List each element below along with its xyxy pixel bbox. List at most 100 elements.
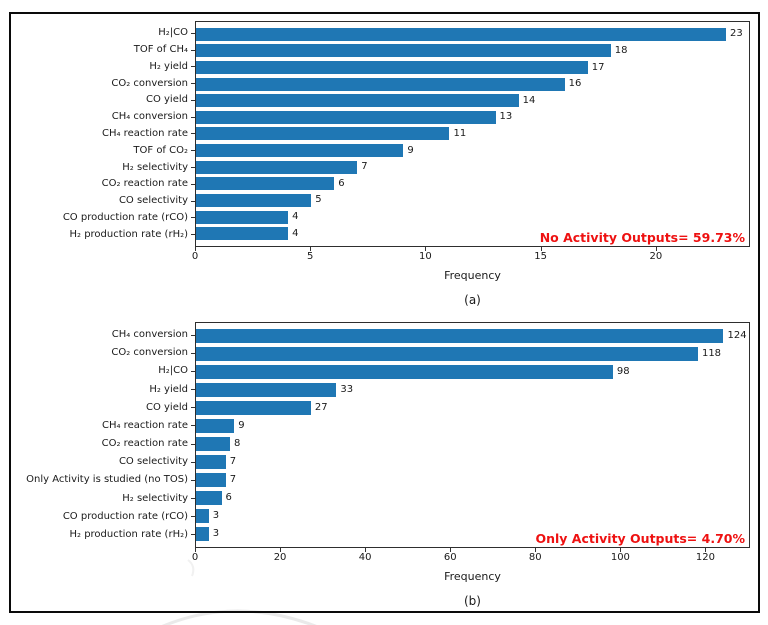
y-tick-mark	[191, 443, 195, 445]
bar-row: 23	[196, 26, 749, 43]
bar-row: 9	[196, 142, 749, 159]
category-label-row: TOF of CH₄	[0, 42, 195, 59]
category-label: CO yield	[145, 94, 188, 106]
x-tick-mark	[535, 548, 537, 552]
bar-value-label: 6	[225, 492, 232, 503]
x-tick-label: 40	[358, 552, 372, 563]
category-label-row: CO₂ conversion	[0, 75, 195, 92]
bar-row: 3	[196, 507, 749, 525]
category-label-row: H₂ selectivity	[0, 159, 195, 176]
y-tick-mark	[191, 389, 195, 391]
category-label-row: CO₂ reaction rate	[0, 435, 195, 453]
bar-value-label: 23	[729, 28, 743, 40]
bar-row: 7	[196, 453, 749, 471]
y-tick-mark	[191, 167, 195, 168]
bar	[196, 329, 724, 343]
x-tick-mark	[365, 548, 367, 552]
bar-value-label: 3	[212, 528, 220, 539]
category-label-row: CH₄ conversion	[0, 109, 195, 126]
category-label-row: H₂ selectivity	[0, 490, 195, 508]
x-tick-label: 80	[528, 552, 542, 563]
category-label: H₂ production rate (rH₂)	[69, 228, 188, 240]
category-label: TOF of CO₂	[133, 144, 188, 156]
bar-value-label: 7	[229, 456, 237, 467]
x-axis-label: Frequency	[444, 570, 501, 583]
x-tick-label: 100	[610, 552, 630, 563]
category-label: CH₄ conversion	[111, 329, 188, 341]
category-label-row: TOF of CO₂	[0, 142, 195, 159]
bar-row: 18	[196, 43, 749, 60]
bar-row: 14	[196, 92, 749, 109]
bar	[196, 401, 311, 415]
category-label-row: CO production rate (rCO)	[0, 209, 195, 226]
category-label: CH₄ conversion	[111, 111, 188, 123]
bar-value-label: 6	[338, 177, 345, 189]
x-tick-mark	[655, 247, 657, 251]
plot-area: 124 118 98 33 27 9 8 7 7 6 3 3 Only Activity Output…	[195, 322, 750, 548]
x-tick-mark	[310, 247, 312, 251]
category-label-row: CH₄ reaction rate	[0, 126, 195, 143]
bar-value-label: 7	[229, 474, 237, 485]
x-tick-mark	[705, 548, 707, 552]
category-label: H₂ yield	[149, 60, 188, 72]
bar-row: 4	[196, 209, 749, 226]
bar-row: 11	[196, 126, 749, 143]
bar	[196, 27, 726, 41]
bar-rows: 124 118 98 33 27 9 8 7 7 6 3 3	[196, 323, 749, 547]
y-tick-mark	[191, 334, 195, 336]
x-tick-mark	[195, 247, 196, 251]
category-label: CO₂ conversion	[111, 77, 188, 89]
bar-row: 118	[196, 345, 749, 363]
x-axis-label: Frequency	[444, 269, 501, 282]
category-label: CO production rate (rCO)	[62, 211, 188, 223]
x-tick-label: 0	[191, 552, 199, 563]
bar-value-label: 18	[614, 44, 628, 56]
category-label: CO selectivity	[118, 195, 188, 207]
bar-value-label: 9	[407, 144, 414, 156]
bar	[196, 144, 404, 158]
annotation-text: Only Activity Outputs= 4.70%	[535, 531, 745, 546]
bar	[196, 509, 209, 523]
figure-border	[9, 12, 760, 613]
category-label-row: CH₄ reaction rate	[0, 417, 195, 435]
y-tick-mark	[191, 83, 195, 85]
category-label: CO₂ reaction rate	[101, 438, 188, 450]
bar	[196, 473, 226, 487]
bar-value-label: 4	[292, 227, 299, 239]
bar-row: 4	[196, 225, 749, 242]
category-label-row: Only Activity is studied (no TOS)	[0, 471, 195, 489]
bar	[196, 210, 289, 224]
category-label-row: H₂ yield	[0, 59, 195, 76]
category-label-row: CO selectivity	[0, 193, 195, 210]
bar-value-label: 33	[340, 384, 354, 395]
bar-row: 27	[196, 399, 749, 417]
bar-value-label: 13	[499, 111, 513, 123]
category-label: CO yield	[145, 401, 188, 413]
bar	[196, 419, 235, 433]
bar-value-label: 98	[616, 366, 630, 377]
y-tick-mark	[191, 534, 195, 536]
chart-panel-a: H₂|CO TOF of CH₄ H₂ yield CO₂ conversion CO …	[0, 21, 768, 321]
bar-value-label: 17	[591, 61, 605, 73]
bar-row: 124	[196, 327, 749, 345]
bar	[196, 110, 496, 124]
x-tick-label: 15	[534, 251, 547, 262]
chart-panel-b: CH₄ conversion CO₂ conversion H₂|CO H₂ yiel…	[0, 322, 768, 622]
y-tick-mark	[191, 66, 195, 68]
y-tick-mark	[191, 49, 195, 51]
bar	[196, 127, 450, 141]
bar	[196, 94, 519, 108]
y-tick-mark	[191, 32, 195, 34]
category-label: CO production rate (rCO)	[62, 510, 188, 522]
category-label-row: H₂|CO	[0, 362, 195, 380]
bar	[196, 193, 312, 207]
category-label: CO₂ reaction rate	[101, 178, 188, 190]
x-tick-label: 0	[191, 251, 199, 262]
bar	[196, 347, 698, 361]
bar	[196, 383, 337, 397]
bar	[196, 77, 565, 91]
y-tick-mark	[191, 461, 195, 463]
y-tick-mark	[191, 217, 195, 219]
y-axis-category-labels: CH₄ conversion CO₂ conversion H₂|CO H₂ yiel…	[0, 322, 195, 548]
x-tick-mark	[280, 548, 282, 552]
